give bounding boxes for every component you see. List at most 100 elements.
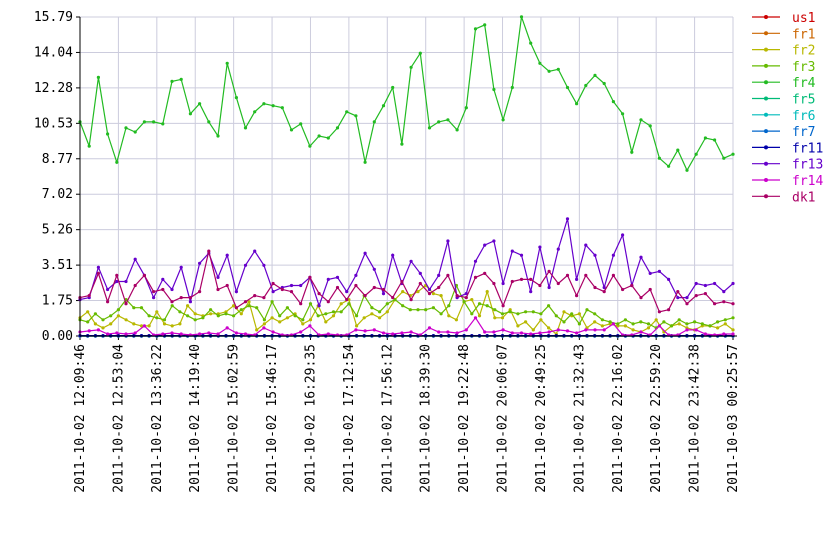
- data-point: [418, 271, 422, 275]
- data-point: [602, 290, 606, 294]
- data-point: [464, 328, 468, 332]
- data-point: [116, 308, 120, 312]
- data-point: [584, 243, 588, 247]
- data-point: [216, 287, 220, 292]
- data-point: [363, 294, 367, 298]
- data-point: [209, 308, 213, 312]
- data-point: [124, 332, 128, 336]
- data-point: [600, 318, 605, 322]
- data-point: [109, 314, 113, 318]
- data-point: [299, 122, 303, 126]
- legend-swatch-marker: [764, 63, 768, 68]
- data-point: [345, 110, 349, 114]
- legend-label: fr3: [792, 60, 815, 75]
- data-point: [418, 51, 422, 55]
- grid: [80, 16, 734, 336]
- data-point: [446, 118, 450, 122]
- data-point: [455, 294, 459, 298]
- legend-swatch-marker: [764, 194, 768, 199]
- data-point: [676, 290, 680, 294]
- data-point: [575, 331, 579, 335]
- data-point: [243, 300, 248, 304]
- data-point: [198, 290, 202, 294]
- data-point: [270, 316, 274, 320]
- data-point: [243, 126, 248, 130]
- data-point: [391, 332, 395, 336]
- data-point: [188, 300, 192, 304]
- data-point: [593, 285, 597, 290]
- y-tick-label: 1.75: [42, 294, 73, 309]
- x-tick-label: 2011-10-02 22:59:20: [649, 344, 664, 493]
- data-point: [393, 298, 397, 302]
- data-point: [547, 326, 551, 330]
- data-point: [473, 259, 478, 263]
- data-point: [255, 306, 259, 310]
- data-point: [648, 124, 652, 128]
- x-tick-label: 2011-10-02 12:09:46: [73, 344, 88, 493]
- data-point: [593, 253, 597, 257]
- data-point: [519, 15, 524, 19]
- data-point: [331, 310, 336, 314]
- data-point: [639, 255, 643, 259]
- data-point: [234, 290, 238, 294]
- data-point: [716, 320, 720, 324]
- data-point: [347, 298, 351, 302]
- y-tick-label: 14.04: [34, 45, 73, 60]
- data-point: [616, 322, 620, 326]
- data-point: [86, 320, 90, 324]
- data-point: [335, 275, 340, 279]
- data-point: [106, 332, 110, 336]
- x-tick-label: 2011-10-02 20:49:25: [534, 344, 549, 493]
- data-point: [161, 287, 165, 292]
- data-point: [372, 120, 376, 124]
- data-point: [600, 324, 605, 328]
- data-point: [556, 281, 560, 286]
- data-point: [335, 126, 340, 130]
- data-point: [621, 233, 625, 237]
- data-point: [225, 283, 229, 288]
- data-point: [400, 331, 404, 335]
- data-point: [510, 249, 514, 253]
- legend-item-fr6: fr6: [752, 109, 815, 124]
- data-point: [492, 87, 496, 92]
- data-point: [115, 273, 119, 277]
- legend-swatch-marker: [764, 47, 768, 52]
- data-point: [685, 322, 689, 326]
- data-point: [562, 320, 566, 324]
- legend-swatch-marker: [764, 31, 768, 36]
- data-point: [216, 314, 220, 318]
- data-point: [409, 65, 413, 69]
- data-point: [611, 253, 616, 257]
- data-point: [262, 322, 266, 326]
- data-point: [207, 120, 211, 124]
- series-line: [79, 316, 733, 336]
- data-point: [243, 332, 248, 336]
- data-point: [639, 320, 643, 324]
- data-point: [308, 275, 312, 279]
- data-point: [225, 61, 229, 65]
- data-point: [270, 300, 274, 304]
- data-point: [262, 102, 266, 106]
- data-point: [676, 148, 680, 152]
- data-point: [473, 275, 478, 279]
- data-point: [485, 304, 489, 308]
- data-point: [133, 130, 137, 134]
- data-point: [232, 314, 236, 318]
- data-point: [96, 328, 100, 332]
- y-tick-label: 12.28: [34, 81, 73, 96]
- data-point: [713, 138, 717, 142]
- data-point: [132, 306, 136, 310]
- data-point: [285, 306, 289, 310]
- series-fr14: [78, 316, 735, 337]
- data-point: [155, 310, 159, 314]
- data-point: [381, 331, 386, 335]
- data-point: [354, 283, 358, 288]
- data-point: [161, 277, 165, 281]
- data-point: [262, 296, 266, 300]
- data-point: [289, 290, 294, 294]
- data-point: [539, 318, 543, 322]
- x-tick-label: 2011-10-02 21:32:43: [572, 344, 587, 493]
- data-point: [529, 332, 533, 336]
- data-point: [239, 312, 243, 316]
